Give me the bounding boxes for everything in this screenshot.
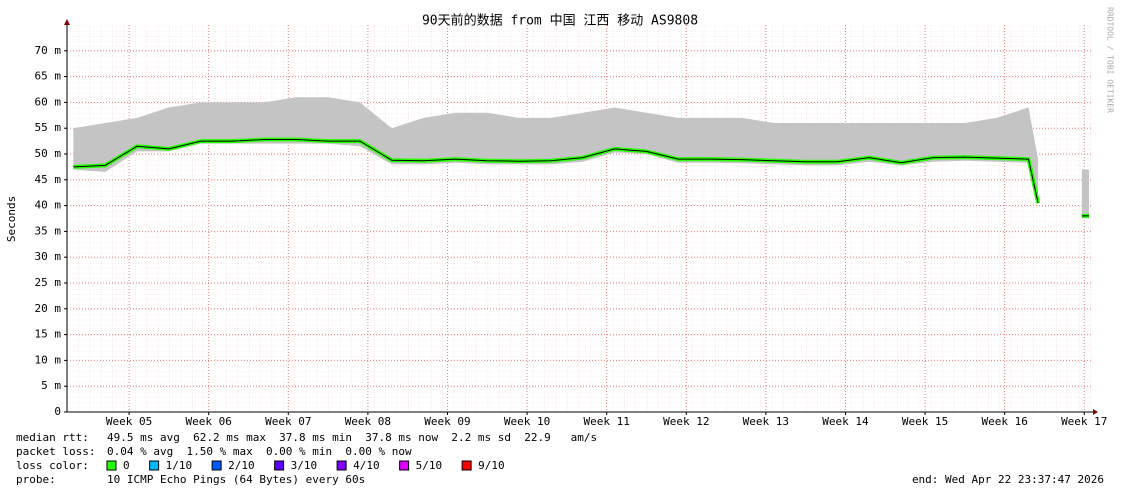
loss-label: loss color: bbox=[16, 459, 89, 472]
y-tick-label: 20 m bbox=[35, 302, 62, 315]
x-tick-label: Week 15 bbox=[902, 415, 948, 428]
stat-text: 49.5 ms avg 62.2 ms max 37.8 ms min 37.8… bbox=[107, 431, 597, 444]
legend-swatch bbox=[149, 460, 160, 471]
median-line bbox=[73, 139, 1090, 217]
plot bbox=[67, 25, 1093, 412]
legend-swatch bbox=[106, 460, 117, 471]
legend-swatch bbox=[336, 460, 347, 471]
x-tick-label: Week 09 bbox=[424, 415, 470, 428]
legend-label: 2/10 bbox=[228, 459, 255, 472]
probe-label: probe: bbox=[16, 473, 56, 486]
x-tick-label: Week 14 bbox=[822, 415, 869, 428]
legend-label: 0 bbox=[123, 459, 130, 472]
legend-label: 3/10 bbox=[291, 459, 318, 472]
legend-swatch bbox=[211, 460, 222, 471]
legend-label: 9/10 bbox=[478, 459, 505, 472]
footer: median rtt: 49.5 ms avg 62.2 ms max 37.8 … bbox=[16, 431, 1104, 486]
x-tick-label: Week 06 bbox=[186, 415, 232, 428]
y-tick-label: 60 m bbox=[35, 95, 62, 108]
x-tick-label: Week 05 bbox=[106, 415, 152, 428]
x-tick-label: Week 08 bbox=[345, 415, 391, 428]
x-tick-label: Week 12 bbox=[663, 415, 709, 428]
y-tick-label: 30 m bbox=[35, 250, 62, 263]
x-tick-label: Week 13 bbox=[743, 415, 789, 428]
y-axis-label: Seconds bbox=[5, 196, 18, 242]
y-tick-label: 35 m bbox=[35, 224, 62, 237]
legend-label: 4/10 bbox=[353, 459, 380, 472]
y-tick-label: 40 m bbox=[35, 199, 62, 212]
x-tick-label: Week 10 bbox=[504, 415, 550, 428]
x-arrow bbox=[1093, 409, 1098, 415]
end-text: end: Wed Apr 22 23:37:47 2026 bbox=[912, 473, 1104, 486]
y-tick-label: 15 m bbox=[35, 328, 62, 341]
y-arrow bbox=[64, 19, 70, 25]
y-tick-label: 10 m bbox=[35, 353, 62, 366]
x-tick-label: Week 17 bbox=[1061, 415, 1107, 428]
side-note: RRDTOOL / TOBI OETIKER bbox=[1106, 7, 1115, 113]
x-tick-label: Week 11 bbox=[583, 415, 629, 428]
y-tick-label: 0 bbox=[54, 405, 61, 418]
y-tick-label: 45 m bbox=[35, 173, 62, 186]
legend-swatch bbox=[274, 460, 285, 471]
y-tick-label: 70 m bbox=[35, 44, 62, 57]
stat-label: packet loss: bbox=[16, 445, 95, 458]
probe-text: 10 ICMP Echo Pings (64 Bytes) every 60s bbox=[107, 473, 365, 486]
chart-title: 90天前的数据 from 中国 江西 移动 AS9808 bbox=[422, 13, 698, 29]
y-tick-label: 65 m bbox=[35, 70, 62, 83]
legend-swatch bbox=[399, 460, 410, 471]
legend-swatch bbox=[461, 460, 472, 471]
stat-label: median rtt: bbox=[16, 431, 89, 444]
minor-grid bbox=[67, 25, 1093, 412]
x-tick-label: Week 16 bbox=[981, 415, 1027, 428]
y-tick-label: 5 m bbox=[41, 379, 61, 392]
legend-label: 1/10 bbox=[166, 459, 193, 472]
legend-label: 5/10 bbox=[416, 459, 443, 472]
stat-text: 0.04 % avg 1.50 % max 0.00 % min 0.00 % … bbox=[107, 445, 412, 458]
x-tick-label: Week 07 bbox=[265, 415, 311, 428]
y-tick-label: 50 m bbox=[35, 147, 62, 160]
y-tick-label: 25 m bbox=[35, 276, 62, 289]
y-tick-label: 55 m bbox=[35, 121, 62, 134]
